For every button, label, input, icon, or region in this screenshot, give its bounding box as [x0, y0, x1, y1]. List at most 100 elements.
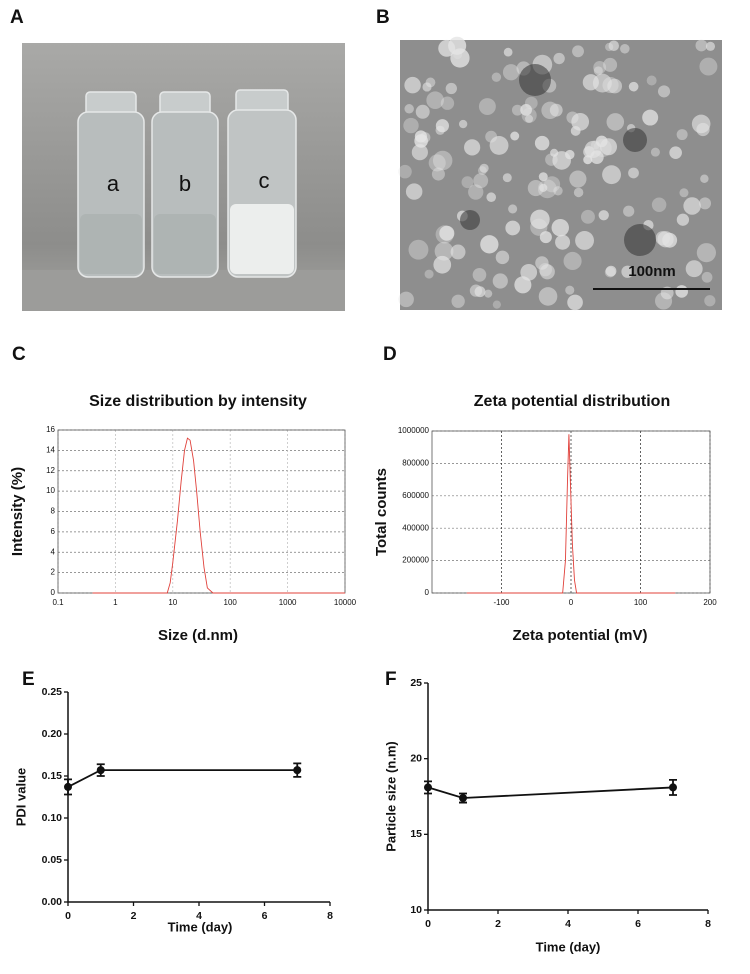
texture — [590, 150, 604, 164]
x-tick-label: 100 — [224, 598, 238, 607]
y-tick-label: 0.20 — [42, 728, 63, 740]
data-point — [64, 782, 72, 791]
texture — [534, 135, 550, 151]
texture — [642, 109, 659, 126]
y-tick-label: 2 — [51, 568, 56, 577]
texture — [552, 151, 571, 170]
texture — [520, 104, 532, 116]
texture — [657, 231, 674, 248]
texture — [492, 300, 501, 309]
data-point — [669, 783, 677, 792]
texture — [598, 210, 609, 221]
texture — [565, 285, 575, 295]
texture — [438, 39, 456, 57]
texture — [675, 285, 688, 298]
y-tick-label: 10 — [46, 486, 55, 495]
texture — [428, 154, 446, 172]
y-tick-label: 0.00 — [42, 896, 63, 908]
texture — [480, 235, 499, 254]
y-tick-label: 16 — [46, 425, 55, 434]
scale-bar-label: 100nm — [628, 263, 676, 280]
panel-label: B — [376, 7, 390, 28]
texture — [527, 180, 544, 197]
texture — [403, 117, 419, 134]
texture — [445, 82, 457, 95]
texture — [650, 147, 660, 157]
y-tick-label: 0.15 — [42, 770, 63, 782]
y-tick-label: 0 — [425, 588, 430, 597]
texture — [555, 234, 571, 250]
texture — [432, 150, 453, 171]
texture — [440, 96, 455, 110]
texture — [431, 167, 445, 181]
y-axis-label: Intensity (%) — [9, 467, 26, 556]
texture — [484, 289, 493, 298]
texture — [492, 273, 508, 289]
plot-frame — [431, 430, 711, 594]
texture — [538, 172, 548, 182]
texture — [704, 295, 716, 307]
texture — [519, 64, 551, 96]
texture — [473, 173, 489, 189]
axes — [67, 692, 330, 903]
texture — [479, 163, 489, 173]
texture — [521, 107, 537, 123]
texture — [669, 146, 682, 159]
texture — [575, 231, 594, 250]
texture — [583, 155, 593, 165]
texture — [450, 244, 466, 260]
texture — [676, 129, 688, 141]
texture — [551, 218, 569, 237]
texture — [422, 82, 432, 92]
chart-title: Size distribution by intensity — [89, 393, 307, 410]
texture — [458, 119, 468, 129]
texture — [495, 250, 510, 265]
x-tick-label: 100 — [634, 598, 648, 607]
texture — [426, 91, 444, 109]
chart-title: Zeta potential distribution — [474, 393, 670, 410]
texture — [676, 213, 690, 226]
texture — [691, 114, 711, 134]
y-tick-label: 400000 — [402, 523, 429, 532]
texture — [538, 262, 553, 277]
x-tick-label: 200 — [703, 598, 717, 607]
x-axis-label: Time (day) — [168, 919, 233, 934]
texture — [553, 186, 563, 196]
texture — [705, 41, 716, 51]
texture — [581, 209, 595, 224]
texture — [434, 241, 454, 261]
x-axis-label: Size (d.nm) — [158, 627, 238, 644]
data-line — [92, 437, 345, 594]
texture — [435, 119, 449, 133]
y-tick-label: 800000 — [402, 459, 429, 468]
texture — [608, 40, 619, 51]
y-tick-label: 200000 — [402, 556, 429, 565]
texture — [502, 173, 512, 183]
y-tick-label: 0.05 — [42, 854, 63, 866]
x-tick-label: 8 — [327, 910, 333, 922]
texture — [468, 184, 484, 200]
texture — [503, 47, 513, 57]
texture — [404, 76, 421, 94]
texture — [567, 294, 583, 311]
texture — [651, 197, 667, 212]
x-tick-label: 4 — [565, 918, 571, 930]
panel-label: C — [12, 344, 26, 365]
texture — [461, 176, 474, 189]
texture — [603, 57, 618, 72]
y-tick-label: 0.10 — [42, 812, 63, 824]
panel-label: E — [22, 669, 35, 690]
panel-label: D — [383, 344, 397, 365]
y-tick-label: 14 — [46, 445, 55, 454]
texture — [563, 251, 582, 271]
texture — [398, 164, 412, 179]
y-tick-label: 8 — [51, 507, 56, 516]
x-tick-label: 0.1 — [52, 598, 64, 607]
y-tick-label: 0.25 — [42, 686, 63, 698]
texture — [646, 75, 657, 86]
x-axis-label: Zeta potential (mV) — [512, 627, 647, 644]
x-tick-label: 2 — [131, 910, 137, 922]
texture — [491, 72, 502, 82]
vial-label: b — [179, 171, 191, 196]
